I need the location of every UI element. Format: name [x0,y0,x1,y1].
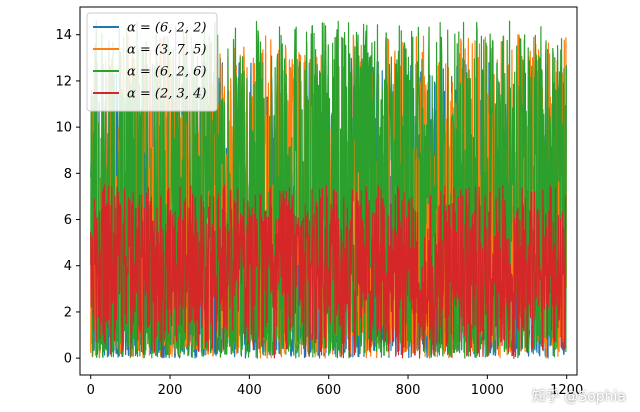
y-tick-label: 6 [64,213,72,228]
legend-label: α = (3, 7, 5) [127,43,206,58]
legend-item: α = (6, 2, 6) [93,65,206,80]
legend-label: α = (6, 2, 6) [127,65,206,80]
legend-item: α = (2, 3, 4) [93,87,206,102]
y-tick-label: 8 [64,167,72,182]
y-axis: 0 2 4 6 8 10 12 14 [55,28,80,367]
x-tick-label: 400 [237,383,262,398]
legend-label: α = (6, 2, 2) [127,21,206,36]
x-axis: 0 200 400 600 800 1000 1200 [87,375,583,398]
y-tick-label: 0 [64,352,72,367]
legend-box [86,12,218,112]
series-layer [90,20,567,359]
x-tick-label: 200 [158,383,183,398]
x-tick-label: 0 [87,383,95,398]
x-tick-label: 600 [316,383,341,398]
series-line-4 [90,184,567,359]
y-tick-label: 10 [55,121,72,136]
y-tick-label: 12 [55,74,72,89]
x-tick-label: 1200 [550,383,583,398]
legend: α = (6, 2, 2) α = (3, 7, 5) α = (6, 2, 6) α… [86,12,218,112]
legend-label: α = (2, 3, 4) [127,87,206,102]
legend-item: α = (3, 7, 5) [93,43,206,58]
y-tick-label: 4 [64,259,72,274]
y-tick-label: 2 [64,305,72,320]
x-tick-label: 1000 [471,383,504,398]
y-tick-label: 14 [55,28,72,43]
legend-item: α = (6, 2, 2) [93,21,206,36]
watermark: 知乎 @Sophia [531,389,626,405]
x-tick-label: 800 [396,383,421,398]
